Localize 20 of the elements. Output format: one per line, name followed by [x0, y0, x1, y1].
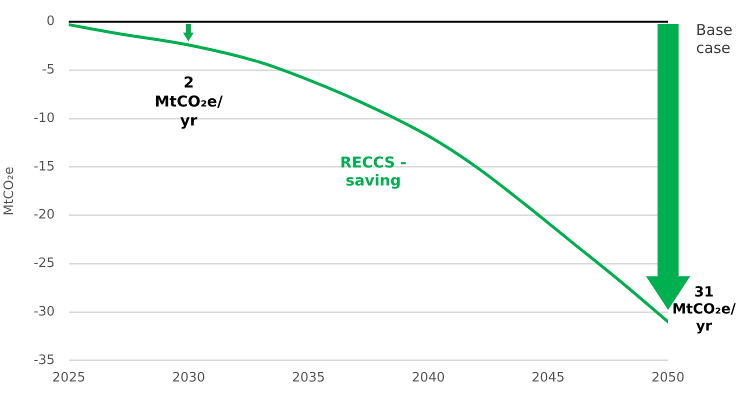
y-tick-label: 0	[46, 14, 55, 30]
x-tick-label: 2040	[412, 370, 445, 386]
x-tick-label: 2025	[52, 370, 86, 386]
x-tick-label: 2035	[292, 370, 326, 386]
y-tick-label: -35	[34, 352, 55, 368]
y-tick-label: -10	[34, 110, 55, 126]
y-axis-title: MtCO₂e	[2, 166, 18, 216]
line-series	[68, 23, 668, 324]
x-tick-label: 2045	[532, 370, 565, 386]
y-tick-label: -5	[42, 62, 55, 78]
annotation: 31 MtCO₂e/yr	[672, 284, 737, 334]
y-tick-label: -25	[34, 256, 55, 272]
y-tick-label: -15	[34, 159, 55, 174]
y-tick-label: -20	[34, 208, 55, 223]
x-tick-label: 2030	[172, 370, 206, 386]
ref-line-label: Base case	[696, 21, 733, 58]
x-tick-label: 2050	[651, 370, 685, 386]
series-label: RECCS - saving	[340, 153, 407, 190]
y-tick-label: -30	[34, 304, 55, 320]
annotation: 2 MtCO₂e/yr	[154, 74, 224, 130]
